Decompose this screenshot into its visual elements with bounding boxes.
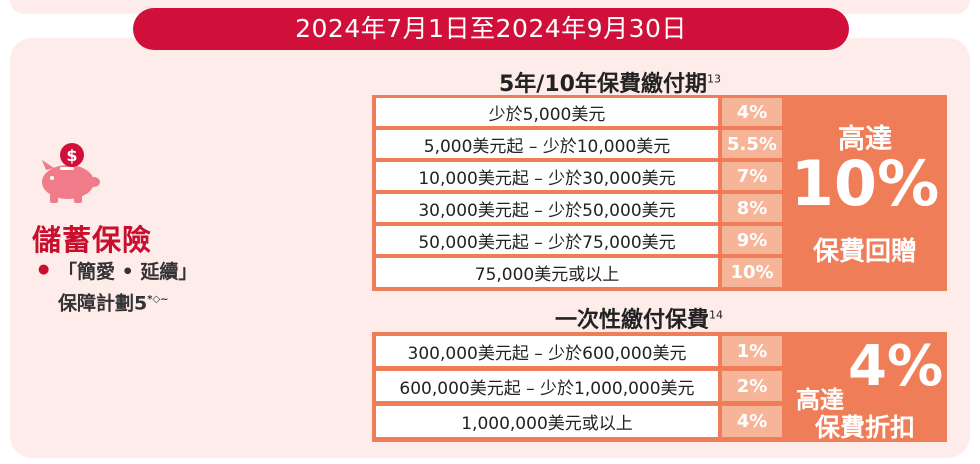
table-row: 300,000美元起 – 少於600,000美元 1% [376,336,782,366]
table-single-premium: 300,000美元起 – 少於600,000美元 1% 600,000美元起 –… [372,332,947,442]
rate-cell: 5.5% [722,130,782,158]
bullet-dot: ● [38,262,50,277]
table-row: 30,000美元起 – 少於50,000美元 8% [376,194,782,222]
product-title: 儲蓄保險 [32,223,153,257]
rate-cell: 10% [722,258,782,287]
range-cell: 75,000美元或以上 [376,258,718,287]
plan-name-line2: 保障計劃5*◇~ [58,286,197,317]
section2-title-sup: 14 [709,308,724,322]
promo2-big-text: 4% [848,334,944,399]
range-cell: 少於5,000美元 [376,98,718,126]
section1-title-text: 5年/10年保費繳付期 [499,72,707,97]
rate-cell: 7% [722,162,782,190]
plan-name-text: 保障計劃5 [58,292,148,315]
rate-cell: 9% [722,226,782,254]
table-row: 600,000美元起 – 少於1,000,000美元 2% [376,371,782,401]
range-cell: 50,000美元起 – 少於75,000美元 [376,226,718,254]
rate-cell: 8% [722,194,782,222]
range-cell: 30,000美元起 – 少於50,000美元 [376,194,718,222]
promo-big-text: 10% [790,147,940,220]
table-row: 50,000美元起 – 少於75,000美元 9% [376,226,782,254]
plan-name: 「簡愛 • 延續」 保障計劃5*◇~ [58,258,197,317]
table-row: 1,000,000美元或以上 4% [376,406,782,437]
promo-top-text: 高達 [838,124,892,155]
table-row: 少於5,000美元 4% [376,98,782,126]
promo-bottom-text: 保費回贈 [812,237,917,267]
rate-cell: 2% [722,371,782,401]
table-row: 75,000美元或以上 10% [376,258,782,287]
range-cell: 5,000美元起 – 少於10,000美元 [376,130,718,158]
rate-cell: 1% [722,336,782,366]
range-cell: 300,000美元起 – 少於600,000美元 [376,336,718,366]
section1-title-sup: 13 [706,72,721,86]
section1-title: 5年/10年保費繳付期13 [499,66,721,98]
promo2-bottom-text: 保費折扣 [814,413,915,442]
range-cell: 1,000,000美元或以上 [376,406,718,437]
rate-cell: 4% [722,98,782,126]
date-banner: 2024年7月1日至2024年9月30日 [133,8,849,50]
rate-cell: 4% [722,406,782,437]
table-row: 5,000美元起 – 少於10,000美元 5.5% [376,130,782,158]
table-instalment: 少於5,000美元 4% 5,000美元起 – 少於10,000美元 5.5% … [372,95,947,291]
section2-title-text: 一次性繳付保費 [555,308,710,333]
promo2-top-text: 高達 [796,386,844,414]
table-row: 10,000美元起 – 少於30,000美元 7% [376,162,782,190]
svg-text:$: $ [66,146,77,165]
range-cell: 10,000美元起 – 少於30,000美元 [376,162,718,190]
range-cell: 600,000美元起 – 少於1,000,000美元 [376,371,718,401]
plan-name-sup: *◇~ [147,294,169,305]
plan-name-line1: 「簡愛 • 延續」 [58,261,198,283]
piggy-bank-icon: $ [42,143,100,203]
section2-title: 一次性繳付保費14 [555,302,723,334]
